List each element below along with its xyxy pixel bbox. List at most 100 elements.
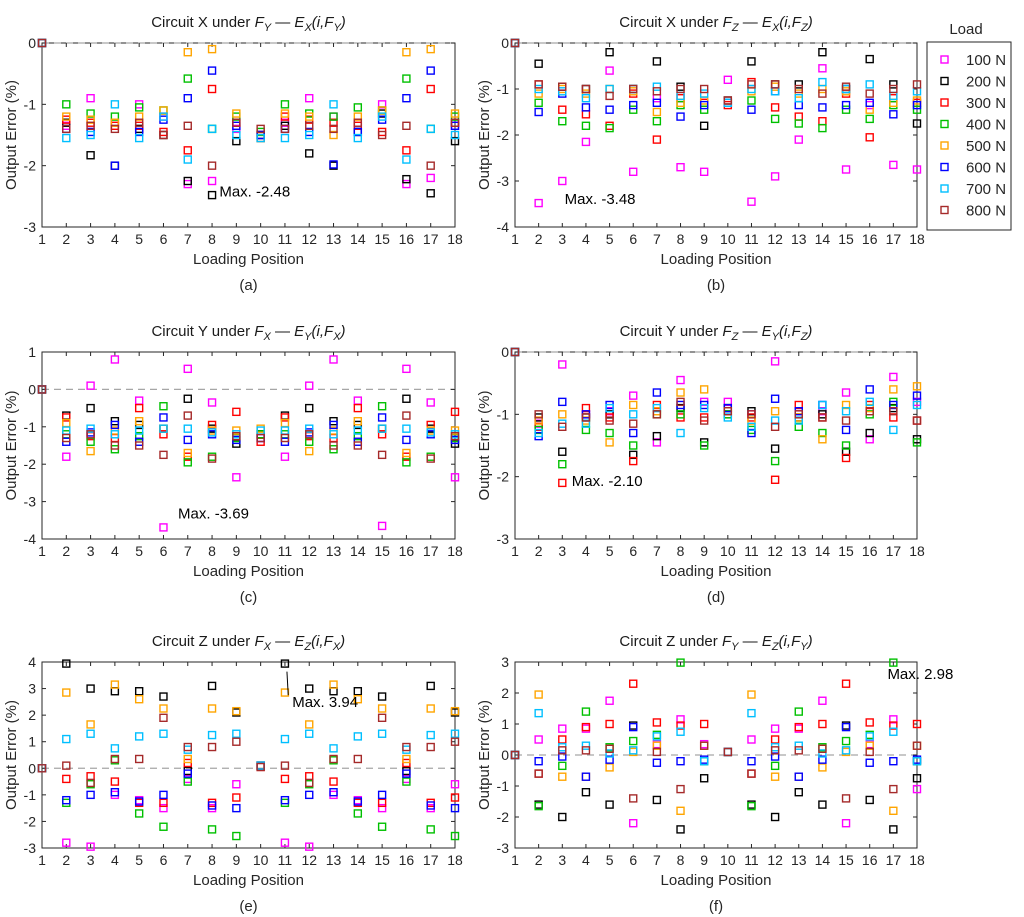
data-point — [558, 761, 567, 771]
max-annotation: Max. -3.48 — [565, 191, 636, 208]
data-point — [62, 688, 71, 697]
data-point — [534, 59, 543, 68]
data-point — [818, 48, 827, 57]
legend-title: Load — [949, 21, 982, 38]
data-point — [629, 456, 638, 466]
series-400n — [510, 38, 922, 133]
data-point — [450, 431, 460, 441]
data-point — [889, 80, 898, 89]
data-point — [134, 695, 144, 704]
data-point — [629, 100, 638, 110]
data-point — [889, 784, 898, 794]
y-tick-label: 2 — [501, 685, 509, 701]
data-point — [676, 410, 685, 419]
data-point — [134, 754, 144, 764]
data-point — [207, 681, 217, 691]
data-point — [183, 48, 192, 57]
data-point — [676, 721, 685, 730]
x-tick-label: 2 — [535, 231, 543, 247]
data-point — [183, 155, 192, 164]
data-point — [207, 84, 217, 94]
data-point — [183, 146, 192, 155]
data-point — [534, 98, 543, 108]
data-point — [232, 431, 241, 441]
data-point — [629, 736, 638, 746]
legend-marker — [940, 119, 949, 129]
data-point — [629, 450, 638, 460]
data-point — [329, 100, 338, 109]
data-point — [426, 801, 435, 810]
data-point — [305, 93, 314, 103]
y-tick-label: 0 — [28, 35, 36, 51]
data-point — [450, 473, 460, 482]
data-point — [794, 135, 803, 144]
data-point — [605, 105, 614, 114]
data-point — [794, 410, 803, 419]
data-point — [256, 433, 265, 443]
y-tick-label: -1 — [497, 81, 510, 97]
chart-title: Circuit Z under FX — EZ(i,FX) — [152, 633, 345, 653]
x-tick-label: 16 — [399, 231, 415, 247]
data-point — [305, 842, 314, 851]
data-point — [818, 64, 827, 73]
data-point — [912, 80, 922, 89]
data-point — [699, 105, 709, 114]
data-point — [605, 48, 614, 57]
data-point — [770, 812, 780, 822]
x-axis-label: Loading Position — [193, 563, 304, 580]
data-point — [110, 777, 120, 786]
legend-entry-label: 500 N — [966, 138, 1006, 155]
data-point — [232, 793, 241, 802]
data-point — [841, 82, 851, 91]
data-point — [353, 441, 363, 450]
legend-entry-label: 300 N — [966, 95, 1006, 112]
data-point — [629, 419, 638, 428]
max-annotation: Max. -2.10 — [572, 473, 643, 490]
data-point — [558, 360, 567, 369]
data-point — [652, 82, 662, 91]
chart-title: Circuit X under FZ — EX(i,FZ) — [619, 14, 812, 34]
data-point — [329, 680, 338, 689]
data-point — [402, 146, 411, 155]
data-point — [207, 398, 217, 407]
data-point — [402, 179, 411, 189]
x-tick-label: 4 — [582, 231, 590, 247]
x-tick-label: 1 — [38, 543, 46, 559]
data-point — [794, 746, 803, 755]
x-tick-label: 16 — [399, 852, 415, 868]
data-point — [794, 80, 803, 89]
x-tick-label: 7 — [653, 231, 661, 247]
data-point — [134, 133, 144, 143]
data-point — [207, 704, 217, 713]
y-tick-label: -2 — [497, 469, 510, 485]
x-tick-label: 8 — [677, 231, 685, 247]
x-tick-label: 2 — [62, 543, 70, 559]
data-point — [889, 110, 898, 119]
data-point — [353, 687, 363, 696]
data-point — [889, 400, 898, 410]
data-point — [159, 112, 168, 121]
data-point — [280, 838, 290, 847]
data-point — [794, 722, 803, 732]
data-point — [329, 124, 338, 134]
data-point — [86, 842, 95, 851]
y-tick-label: 0 — [28, 760, 36, 776]
data-point — [86, 381, 95, 390]
data-point — [889, 658, 898, 667]
data-point — [329, 777, 338, 786]
x-tick-label: 11 — [744, 231, 759, 247]
y-tick-label: -2 — [497, 809, 510, 825]
chart-title: Circuit Y under FZ — EY(i,FZ) — [620, 323, 813, 343]
data-point — [865, 428, 874, 438]
data-point — [534, 89, 543, 98]
data-point — [865, 407, 874, 416]
data-point — [110, 118, 120, 127]
data-point — [183, 176, 192, 186]
data-point — [62, 112, 71, 121]
x-tick-label: 14 — [815, 543, 831, 559]
series-700n — [37, 38, 460, 164]
x-tick-label: 9 — [232, 543, 240, 559]
series-800n — [37, 38, 460, 170]
data-point — [676, 825, 685, 834]
data-point — [426, 173, 435, 183]
